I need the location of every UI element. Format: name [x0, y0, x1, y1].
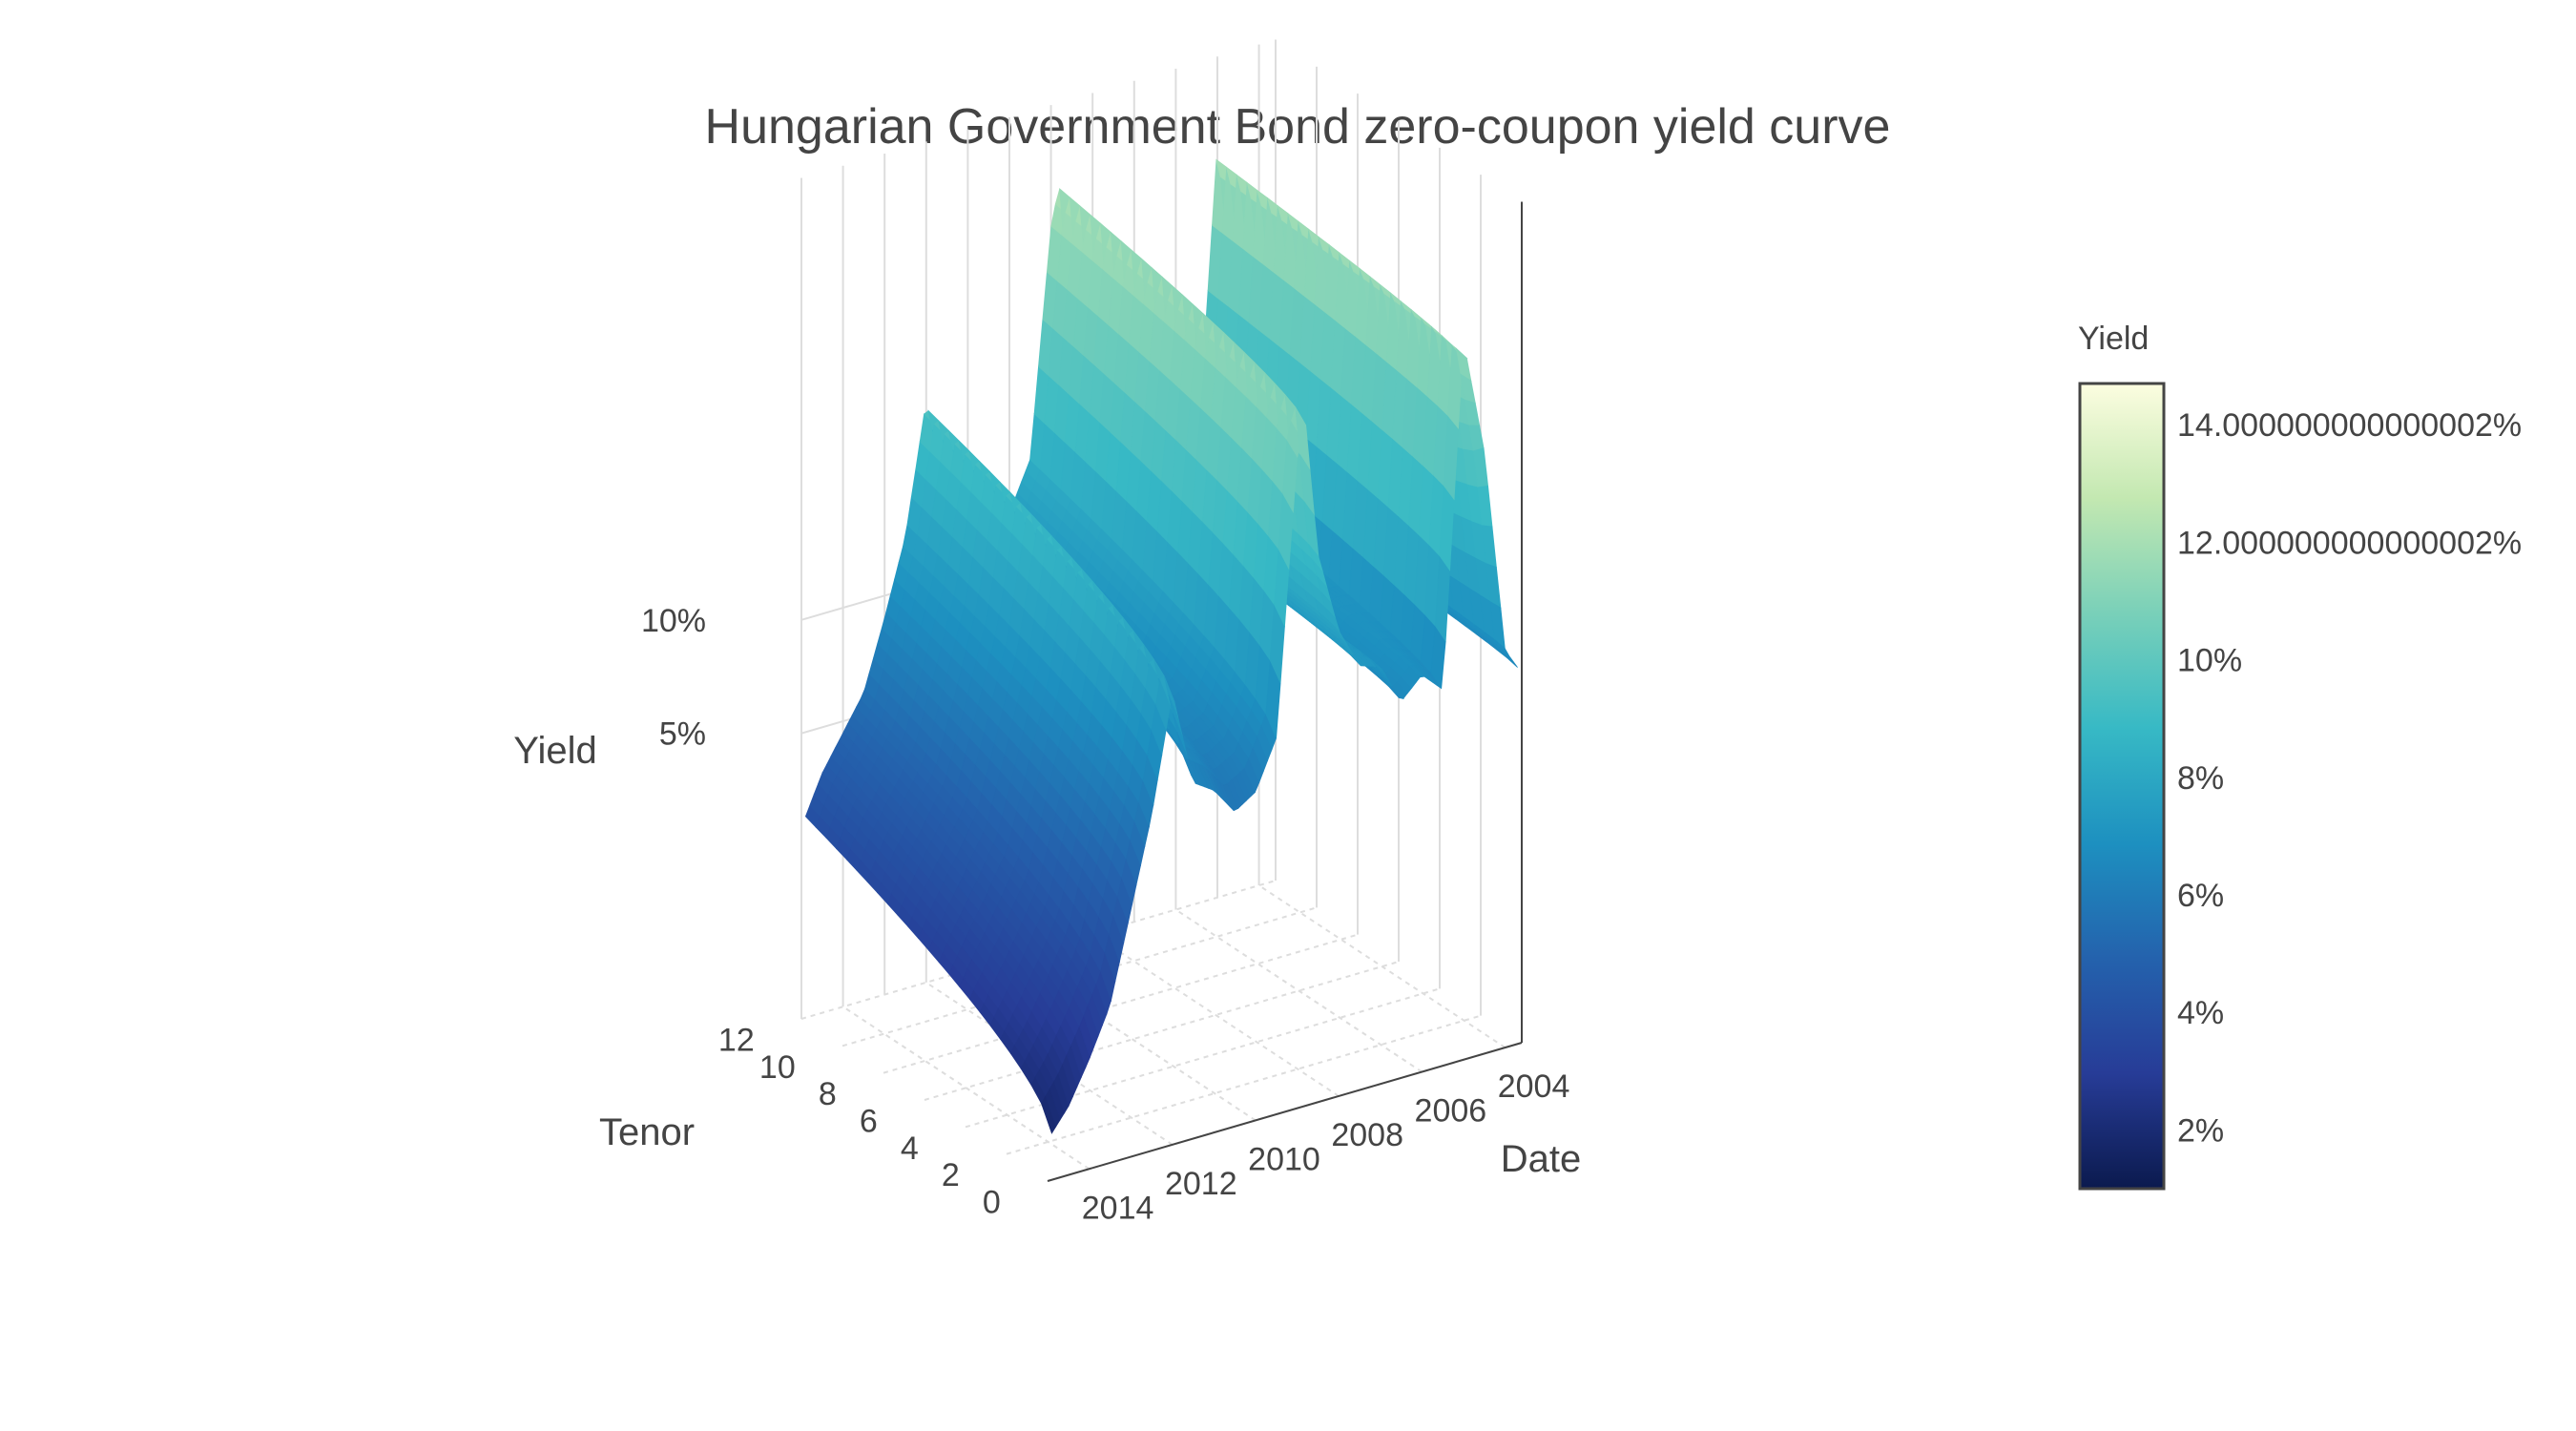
date-tick-label: 2014: [1082, 1190, 1154, 1226]
tenor-tick-label: 6: [860, 1103, 878, 1139]
floor-grid-line: [800, 880, 1277, 1020]
floor-grid-line: [1174, 908, 1423, 1073]
floor-grid-line: [842, 1006, 1091, 1171]
colorbar-title: Yield: [2078, 321, 2149, 357]
date-tick-label: 2006: [1415, 1093, 1487, 1130]
date-axis-line: [1047, 1042, 1523, 1182]
axis-lines: [1047, 201, 1523, 1182]
chart-title: Hungarian Government Bond zero-coupon yi…: [705, 99, 1891, 155]
floor-grid-line: [841, 906, 1318, 1047]
x-axis-title: Date: [1501, 1138, 1582, 1180]
tenor-tick-label: 12: [718, 1022, 755, 1058]
yield-tick-label: 5%: [659, 716, 706, 753]
date-tick-label: 2012: [1165, 1166, 1237, 1202]
floor-grid-line: [965, 987, 1441, 1129]
colorbar-tick-label: 2%: [2177, 1112, 2224, 1149]
tenor-tick-label: 4: [901, 1130, 919, 1167]
tenor-tick-label: 0: [983, 1184, 1001, 1220]
colorbar-tick-label: 12.000000000000002%: [2177, 525, 2522, 561]
floor-grid-line: [1258, 884, 1506, 1048]
colorbar: [2078, 382, 2166, 1191]
floor-grid-line: [1008, 957, 1257, 1122]
yield-surface: [804, 158, 1518, 1134]
date-tick-label: 2004: [1498, 1068, 1570, 1105]
z-axis-title: Yield: [513, 730, 596, 772]
tenor-tick-label: 2: [942, 1157, 960, 1193]
surface-patch: [1503, 652, 1518, 668]
date-tick-label: 2008: [1331, 1117, 1403, 1153]
floor-grid-line: [883, 933, 1359, 1074]
floor-grid-line: [924, 961, 1400, 1101]
colorbar-tick-label: 4%: [2177, 995, 2224, 1031]
floor-grid-line: [1091, 933, 1340, 1097]
colorbar-tick-label: 8%: [2177, 760, 2224, 797]
colorbar-tick-label: 14.000000000000002%: [2177, 407, 2522, 444]
yield-tick-label: 10%: [641, 603, 706, 639]
colorbar-tick-label: 10%: [2177, 643, 2242, 679]
y-axis-title: Tenor: [599, 1111, 695, 1153]
colorbar-ticks: 2% 4% 6% 8% 10% 12.000000000000002% 14.0000000…: [2177, 407, 2522, 1149]
tenor-tick-label: 10: [759, 1049, 796, 1086]
tenor-tick-label: 8: [819, 1076, 837, 1112]
floor-grid-line: [1006, 1014, 1482, 1155]
date-tick-label: 2010: [1248, 1141, 1320, 1177]
colorbar-tick-label: 6%: [2177, 878, 2224, 914]
